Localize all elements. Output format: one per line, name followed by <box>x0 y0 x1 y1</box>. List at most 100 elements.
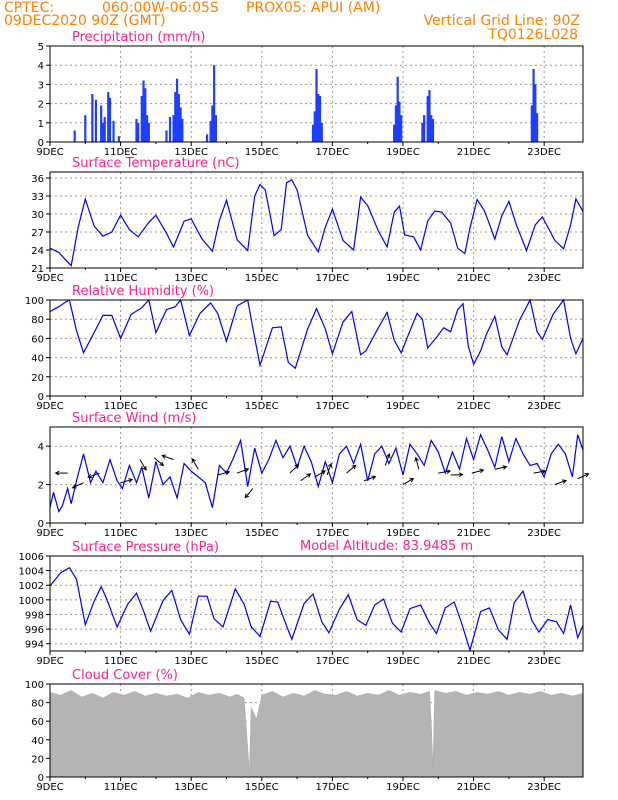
wind-arrow-shaft <box>244 488 254 498</box>
relative-humidity-ytick-label: 20 <box>31 373 44 384</box>
wind-arrow-head <box>306 473 312 478</box>
precipitation-bar <box>530 105 533 142</box>
header-run-code: TQ0126L028 <box>487 27 578 43</box>
precipitation-bar <box>315 69 318 142</box>
wind-arrow <box>314 470 327 478</box>
wind-arrow <box>494 465 508 470</box>
precipitation-bar <box>142 80 145 142</box>
surface-wind-xtick-label: 23DEC <box>527 528 561 539</box>
wind-arrow <box>533 469 547 474</box>
surface-wind-line <box>49 432 584 513</box>
relative-humidity-xtick-label: 17DEC <box>316 401 350 412</box>
wind-arrow-head <box>244 493 250 499</box>
wind-arrow-head <box>142 466 147 471</box>
surface-temperature-panel: Surface Temperature (nC) 21 24 27 30 33 36 9DEC… <box>31 156 584 284</box>
wind-arrow-head <box>584 473 590 478</box>
wind-arrow-shaft <box>346 464 357 474</box>
wind-arrow-head <box>294 463 300 469</box>
precipitation-bar <box>313 111 316 142</box>
wind-arrow <box>71 482 84 489</box>
precipitation-ytick-label: 1 <box>38 119 44 130</box>
wind-arrow-head <box>128 478 134 483</box>
precipitation-bar <box>430 115 433 142</box>
precipitation-xtick-label: 15DEC <box>245 147 279 158</box>
wind-arrow-shaft <box>533 470 546 474</box>
cloud-cover-xtick-label: 11DEC <box>104 782 138 793</box>
wind-arrow-shaft <box>289 464 299 474</box>
surface-temperature-ytick-label: 27 <box>31 228 44 239</box>
cloud-cover-ytick-label: 0 <box>38 773 44 784</box>
surface-temperature-ytick-label: 24 <box>31 246 44 257</box>
relative-humidity-ytick-label: 40 <box>31 354 44 365</box>
cloud-cover-xtick-label: 9DEC <box>36 782 63 793</box>
relative-humidity-xtick-label: 23DEC <box>527 401 561 412</box>
precipitation-ytick-label: 0 <box>38 138 44 149</box>
precipitation-bar <box>101 122 105 142</box>
precipitation-xtick-label: 19DEC <box>386 147 420 158</box>
wind-arrow-shaft <box>87 472 100 478</box>
surface-temperature-ytick-label: 30 <box>31 210 44 221</box>
precipitation-bar <box>181 118 184 142</box>
wind-arrow-head <box>161 454 167 459</box>
relative-humidity-xtick-label: 21DEC <box>457 401 491 412</box>
wind-arrow <box>236 467 250 474</box>
precipitation-bar <box>84 115 87 142</box>
wind-arrow <box>414 456 420 470</box>
precipitation-bar <box>73 130 76 142</box>
precipitation-bar <box>400 115 403 142</box>
relative-humidity-title: Relative Humidity (%) <box>72 284 214 299</box>
surface-temperature-xtick-label: 17DEC <box>316 273 350 284</box>
wind-arrow-head <box>327 462 333 468</box>
precipitation-bar <box>174 92 177 142</box>
wind-arrow <box>326 462 333 476</box>
wind-arrow-shaft <box>72 482 84 489</box>
surface-pressure-xtick-label: 23DEC <box>527 656 561 667</box>
surface-temperature-ytick-label: 21 <box>31 264 44 275</box>
precipitation-bar <box>179 107 182 142</box>
wind-arrow-shaft <box>494 466 507 470</box>
header: CPTEC: 060:00W-06:05S PROX05: APUI (AM) … <box>4 0 580 43</box>
wind-arrow-head <box>87 473 93 479</box>
relative-humidity-ytick-label: 80 <box>31 315 44 326</box>
surface-pressure-xtick-label: 15DEC <box>245 656 279 667</box>
precipitation-bar <box>393 124 396 142</box>
precipitation-bar <box>211 105 214 142</box>
surface-temperature-xtick-label: 13DEC <box>174 273 208 284</box>
wind-arrow-head <box>502 465 508 470</box>
surface-pressure-xtick-label: 11DEC <box>104 656 138 667</box>
surface-pressure-ytick-label: 996 <box>25 625 44 636</box>
precipitation-xtick-label: 21DEC <box>457 147 491 158</box>
cloud-cover-ytick-label: 60 <box>31 717 44 728</box>
wind-arrow-head <box>409 478 415 483</box>
surface-temperature-ytick-label: 33 <box>31 192 44 203</box>
wind-arrow-shaft <box>326 463 332 476</box>
wind-arrow <box>120 478 134 484</box>
wind-arrow <box>384 453 391 466</box>
surface-pressure-xtick-label: 9DEC <box>36 656 63 667</box>
wind-arrow <box>191 457 199 470</box>
precipitation-xtick-label: 13DEC <box>174 147 208 158</box>
precipitation-bar <box>100 105 103 142</box>
relative-humidity-xtick-label: 11DEC <box>104 401 138 412</box>
wind-arrow-head <box>541 469 547 474</box>
panels: Precipitation (mm/h) 0 1 2 3 4 5 9DEC 11DEC 13DEC… <box>19 30 590 793</box>
precipitation-xtick-label: 11DEC <box>104 147 138 158</box>
surface-temperature-xtick-label: 9DEC <box>36 273 63 284</box>
wind-arrow-head <box>414 456 419 462</box>
precipitation-bar <box>209 120 212 142</box>
precipitation-bar <box>147 122 150 142</box>
header-location: PROX05: APUI (AM) <box>246 0 380 16</box>
precipitation-bar <box>423 115 426 142</box>
surface-pressure-title: Surface Pressure (hPa) <box>72 540 219 555</box>
wind-arrow <box>161 454 174 461</box>
relative-humidity-xtick-label: 9DEC <box>36 401 63 412</box>
surface-temperature-ytick-label: 36 <box>31 174 44 185</box>
cloud-cover-xtick-label: 13DEC <box>174 782 208 793</box>
surface-wind-frame <box>49 426 584 524</box>
surface-pressure-ytick-label: 1006 <box>19 552 44 563</box>
cloud-cover-ytick-label: 80 <box>31 699 44 710</box>
surface-wind-xtick-label: 13DEC <box>174 528 208 539</box>
cloud-cover-ytick-label: 40 <box>31 736 44 747</box>
wind-arrow <box>153 457 165 467</box>
wind-arrow <box>554 479 568 486</box>
